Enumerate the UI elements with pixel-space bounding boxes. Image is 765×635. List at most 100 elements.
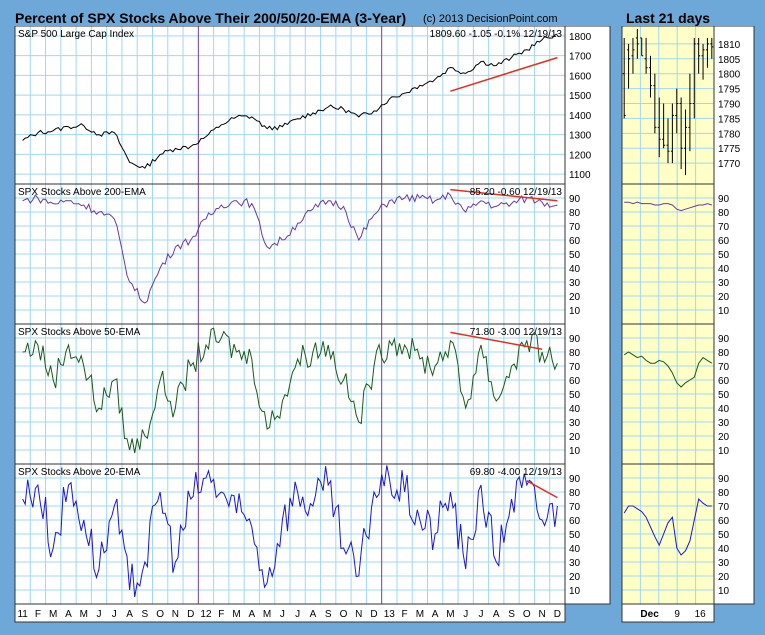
- side-y-tick-label: 30: [718, 418, 730, 429]
- y-tick-label: 20: [569, 572, 581, 583]
- ema20-line: [22, 465, 558, 597]
- x-tick-label: M: [416, 609, 424, 620]
- x-tick-label: S: [325, 609, 332, 620]
- y-tick-label: 90: [569, 194, 581, 205]
- x-tick-label: J: [295, 609, 300, 620]
- y-tick-label: 60: [569, 516, 581, 527]
- x-tick-label: M: [49, 609, 57, 620]
- x-tick-label: D: [187, 609, 194, 620]
- side-x-tick-label: 9: [674, 609, 680, 620]
- y-tick-label: 1100: [569, 170, 591, 181]
- chart-title: Percent of SPX Stocks Above Their 200/50…: [15, 10, 407, 26]
- x-tick-label: D: [370, 609, 377, 620]
- trend-line: [450, 56, 558, 92]
- side-y-tick-label: 30: [718, 278, 730, 289]
- x-tick-label: N: [355, 609, 362, 620]
- side-y-tick-label: 50: [718, 530, 730, 541]
- side-plot-area: [621, 26, 715, 605]
- x-tick-label: J: [97, 609, 102, 620]
- side-y-tick-label: 20: [718, 432, 730, 443]
- side-y-tick-label: 70: [718, 502, 730, 513]
- side-y-axis-area: [713, 26, 755, 605]
- x-tick-label: J: [280, 609, 285, 620]
- side-panel-title: Last 21 days: [626, 10, 711, 26]
- y-tick-label: 60: [569, 376, 581, 387]
- side-x-axis-area: [621, 603, 715, 623]
- price-line: [22, 33, 558, 169]
- x-tick-label: 13: [384, 609, 396, 620]
- side-y-tick-label: 40: [718, 264, 730, 275]
- y-tick-label: 50: [569, 250, 581, 261]
- y-tick-label: 1700: [569, 52, 592, 63]
- x-tick-label: A: [65, 609, 72, 620]
- panel-title: SPX Stocks Above 20-EMA: [18, 467, 141, 478]
- main-y-axis-area: [564, 26, 611, 605]
- side-y-tick-label: 10: [718, 306, 730, 317]
- side-y-tick-label: 20: [718, 292, 730, 303]
- copyright-text: (c) 2013 DecisionPoint.com: [423, 13, 558, 25]
- side-y-tick-label: 90: [718, 194, 730, 205]
- side-y-tick-label: 1780: [718, 129, 741, 140]
- side-x-tick-label: Dec: [640, 609, 659, 620]
- side-y-tick-label: 90: [718, 334, 730, 345]
- x-tick-label: J: [112, 609, 117, 620]
- x-tick-label: S: [508, 609, 515, 620]
- x-tick-label: N: [172, 609, 179, 620]
- y-tick-label: 1800: [569, 32, 592, 43]
- x-tick-label: A: [248, 609, 255, 620]
- side-y-tick-label: 60: [718, 516, 730, 527]
- x-tick-label: 11: [17, 609, 28, 620]
- y-tick-label: 80: [569, 488, 581, 499]
- x-tick-label: J: [463, 609, 468, 620]
- x-tick-label: F: [35, 609, 41, 620]
- x-tick-label: O: [156, 609, 164, 620]
- side-ema20-line: [623, 498, 712, 556]
- x-tick-label: M: [232, 609, 240, 620]
- panel-readout: 85.20 -0.60 12/19/13: [470, 187, 563, 198]
- side-y-tick-label: 10: [718, 446, 730, 457]
- side-chart: 1770 1775 1780 1785 1790 1795 1800 1805 1810 10 20…: [621, 26, 755, 623]
- y-tick-label: 1300: [569, 131, 592, 142]
- x-tick-label: A: [493, 609, 500, 620]
- side-y-tick-label: 20: [718, 572, 730, 583]
- side-y-tick-label: 1805: [718, 55, 741, 66]
- x-tick-label: D: [554, 609, 561, 620]
- x-tick-label: S: [142, 609, 149, 620]
- side-y-tick-label: 10: [718, 586, 730, 597]
- x-tick-label: O: [523, 609, 531, 620]
- x-axis-area: [14, 603, 566, 623]
- side-x-tick-label: 16: [695, 609, 707, 620]
- y-tick-label: 40: [569, 544, 581, 555]
- side-y-tick-label: 1775: [718, 144, 741, 155]
- side-y-tick-label: 1785: [718, 114, 741, 125]
- x-tick-label: N: [538, 609, 545, 620]
- side-y-tick-label: 1770: [718, 159, 741, 170]
- y-tick-label: 1200: [569, 150, 592, 161]
- y-tick-label: 20: [569, 432, 581, 443]
- x-tick-label: O: [340, 609, 348, 620]
- side-y-tick-label: 90: [718, 474, 730, 485]
- y-tick-label: 10: [569, 586, 581, 597]
- y-tick-label: 30: [569, 278, 581, 289]
- x-tick-label: F: [402, 609, 408, 620]
- side-y-tick-label: 80: [718, 488, 730, 499]
- y-tick-label: 1400: [569, 111, 592, 122]
- trend-line: [450, 188, 558, 202]
- side-y-tick-label: 1800: [718, 70, 741, 81]
- side-y-tick-label: 80: [718, 208, 730, 219]
- x-tick-label: A: [126, 609, 133, 620]
- trend-line: [450, 331, 543, 350]
- x-tick-label: M: [80, 609, 88, 620]
- y-tick-label: 40: [569, 264, 581, 275]
- side-y-tick-label: 40: [718, 544, 730, 555]
- x-tick-label: F: [218, 609, 224, 620]
- trend-line: [526, 480, 558, 499]
- side-y-tick-label: 50: [718, 250, 730, 261]
- panel-readout: 1809.60 -1.05 -0.1% 12/19/13: [430, 29, 563, 40]
- y-tick-label: 40: [569, 404, 581, 415]
- side-y-tick-label: 1790: [718, 100, 741, 111]
- y-tick-label: 60: [569, 236, 581, 247]
- y-tick-label: 10: [569, 306, 581, 317]
- side-y-tick-label: 60: [718, 236, 730, 247]
- y-tick-label: 20: [569, 292, 581, 303]
